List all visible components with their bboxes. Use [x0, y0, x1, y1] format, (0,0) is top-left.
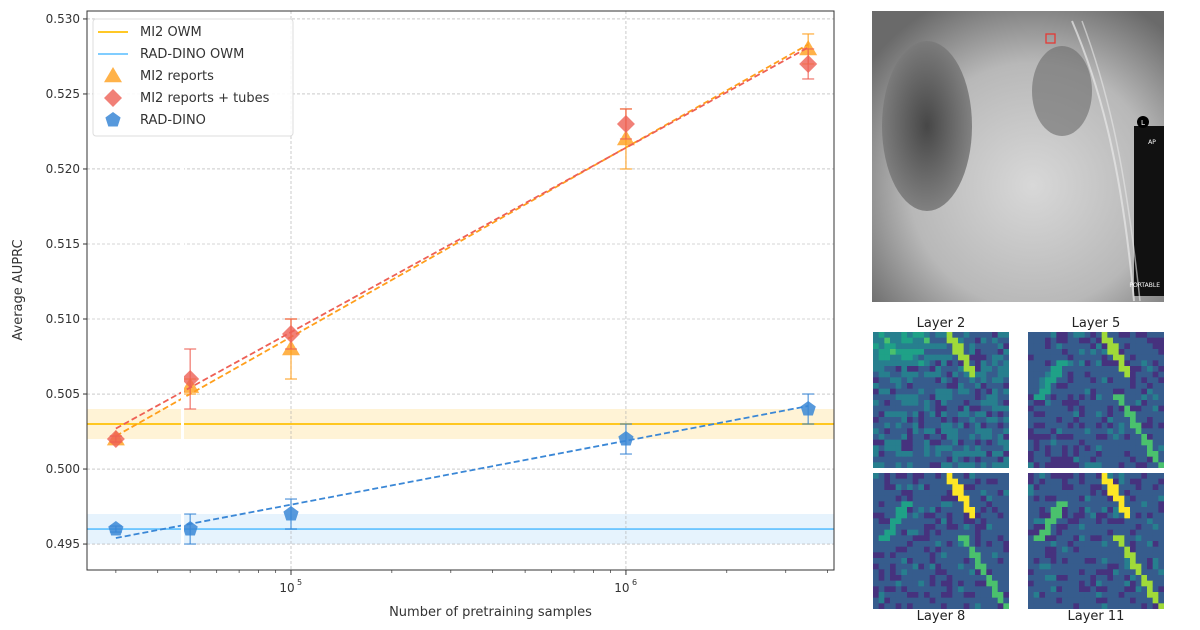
legend-label: MI2 reports + tubes: [140, 91, 270, 106]
x-tick-label-exponent: 6: [632, 578, 637, 587]
layer-5-label: Layer 5: [1071, 316, 1121, 331]
y-tick-label: 0.530: [46, 12, 80, 26]
y-tick-label: 0.500: [46, 462, 80, 476]
x-axis-label: Number of pretraining samples: [389, 605, 592, 620]
xray-marker-l: L: [1141, 119, 1145, 127]
attention-map-layer-5: [1028, 332, 1164, 468]
legend-label: RAD-DINO: [140, 113, 206, 128]
region-highlight-box: [1045, 33, 1056, 44]
attention-map-layer-8: [873, 473, 1009, 609]
xray-marker-ap: AP: [1148, 139, 1156, 146]
pentagon-marker: [283, 506, 299, 521]
attention-map-layer-11: [1028, 473, 1164, 609]
pentagon-marker: [105, 112, 121, 127]
trend-line: [115, 405, 809, 539]
diamond-marker: [104, 89, 122, 107]
attention-map-layer-2: [873, 332, 1009, 468]
legend-label: MI2 OWM: [140, 25, 202, 40]
axis-break: [181, 12, 184, 575]
trend-line: [115, 43, 809, 437]
triangle-marker: [104, 67, 122, 83]
diamond-marker: [282, 325, 301, 344]
pentagon-marker: [800, 401, 816, 416]
diamond-marker: [799, 54, 818, 73]
diamond-marker: [616, 114, 635, 133]
y-tick-label: 0.505: [46, 387, 80, 401]
diamond-marker: [106, 430, 125, 449]
xray-marker-portable: PORTABLE: [1129, 282, 1160, 289]
diamond-marker: [181, 370, 200, 389]
y-tick-label: 0.515: [46, 237, 80, 251]
layer-2-label: Layer 2: [916, 316, 966, 331]
y-tick-label: 0.525: [46, 87, 80, 101]
y-tick-label: 0.510: [46, 312, 80, 326]
plot-frame: [86, 10, 835, 571]
pentagon-marker: [108, 521, 124, 536]
x-tick-label: 10: [614, 581, 629, 595]
y-tick-label: 0.520: [46, 162, 80, 176]
trend-line: [115, 46, 809, 430]
legend-box: [92, 18, 294, 137]
layer-8-label: Layer 8: [916, 609, 966, 624]
y-tick-label: 0.495: [46, 537, 80, 551]
x-tick-label-exponent: 5: [297, 578, 302, 587]
triangle-marker: [799, 39, 818, 56]
layer-11-label: Layer 11: [1067, 609, 1125, 624]
legend-label: RAD-DINO OWM: [140, 47, 244, 62]
y-axis-label: Average AUPRC: [11, 239, 26, 340]
legend-label: MI2 reports: [140, 69, 214, 84]
chest-xray-image: L AP PORTABLE: [872, 11, 1164, 302]
auprc-chart: 0.495 0.500 0.505 0.510 0.515 0.520 0.525 0.530…: [11, 10, 835, 620]
legend: MI2 OWM RAD-DINO OWM MI2 reports MI2 report…: [92, 18, 294, 137]
x-tick-label: 10: [279, 581, 294, 595]
pentagon-marker: [182, 521, 198, 536]
